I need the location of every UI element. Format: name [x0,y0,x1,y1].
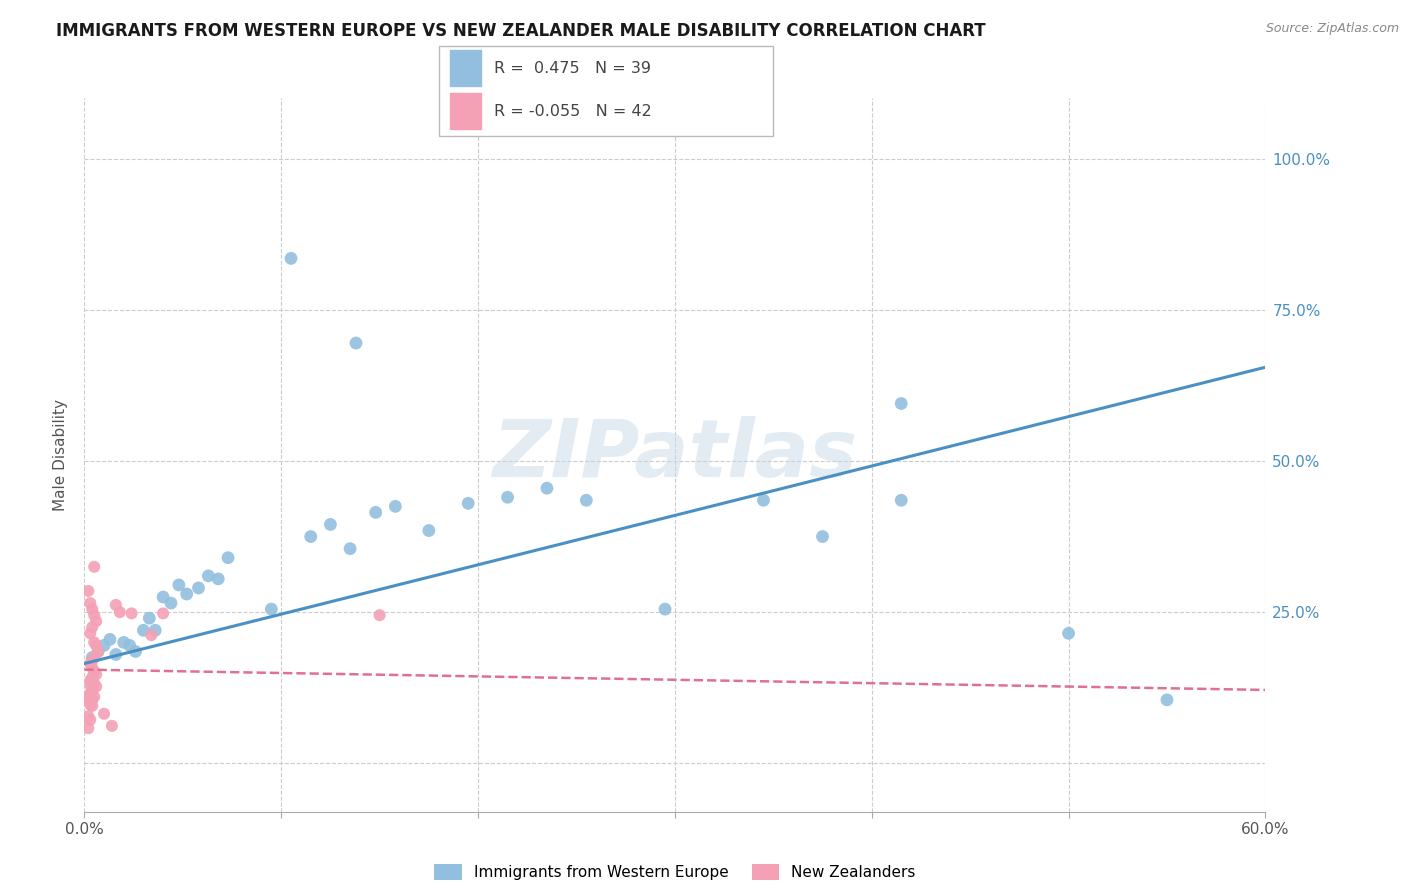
FancyBboxPatch shape [439,46,773,136]
Y-axis label: Male Disability: Male Disability [53,399,69,511]
Point [368,608,391,623]
Point [176,587,198,601]
Point [217,550,239,565]
Point [82,682,104,697]
Point [124,644,146,658]
Point [197,569,219,583]
Point [280,252,302,266]
Point [87,644,110,658]
Point [77,584,100,599]
Point [152,590,174,604]
Point [87,644,110,658]
Point [104,598,127,612]
Point [339,541,361,556]
Point [82,661,104,675]
Point [118,639,141,653]
Point [319,517,342,532]
Point [344,336,367,351]
Point [104,648,127,662]
Point [138,611,160,625]
Point [77,721,100,735]
Point [79,678,101,692]
Point [79,698,101,712]
Point [108,605,131,619]
Text: Source: ZipAtlas.com: Source: ZipAtlas.com [1265,22,1399,36]
Point [132,624,155,638]
Point [79,713,101,727]
Point [207,572,229,586]
Point [141,628,163,642]
Point [82,693,104,707]
Point [77,691,100,706]
Point [496,490,519,504]
Point [83,635,105,649]
Point [84,667,107,681]
Point [364,505,387,519]
Point [82,654,104,668]
Point [83,676,105,690]
Point [82,670,104,684]
Point [98,632,121,647]
Point [83,650,105,665]
Bar [450,94,481,129]
Point [79,686,101,700]
Point [811,530,834,544]
Text: ZIPatlas: ZIPatlas [492,416,858,494]
Point [83,665,105,679]
Point [101,719,124,733]
Point [536,481,558,495]
Point [82,602,104,616]
Point [160,596,183,610]
Point [418,524,440,538]
Point [84,680,107,694]
Point [79,657,101,671]
Point [167,578,190,592]
Point [84,614,107,628]
Point [79,626,101,640]
Point [890,396,912,410]
Point [82,650,104,665]
Point [82,698,104,713]
Point [82,620,104,634]
Point [457,496,479,510]
Point [79,696,101,710]
Text: IMMIGRANTS FROM WESTERN EUROPE VS NEW ZEALANDER MALE DISABILITY CORRELATION CHAR: IMMIGRANTS FROM WESTERN EUROPE VS NEW ZE… [56,22,986,40]
Point [83,559,105,574]
Point [82,683,104,698]
Point [84,639,107,653]
Point [143,624,166,638]
Point [79,596,101,610]
Point [79,673,101,688]
Point [384,500,406,514]
Point [260,602,283,616]
Point [77,709,100,723]
Point [575,493,598,508]
Legend: Immigrants from Western Europe, New Zealanders: Immigrants from Western Europe, New Zeal… [427,858,922,886]
Text: R =  0.475   N = 39: R = 0.475 N = 39 [495,61,651,76]
Point [152,607,174,621]
Point [890,493,912,508]
Point [1156,693,1178,707]
Text: R = -0.055   N = 42: R = -0.055 N = 42 [495,104,652,119]
Point [121,607,143,621]
Point [1313,133,1336,147]
Point [93,706,115,721]
Bar [450,50,481,86]
Point [299,530,322,544]
Point [93,639,115,653]
Point [83,690,105,704]
Point [1057,626,1080,640]
Point [112,635,135,649]
Point [187,581,209,595]
Point [752,493,775,508]
Point [654,602,676,616]
Point [83,608,105,623]
